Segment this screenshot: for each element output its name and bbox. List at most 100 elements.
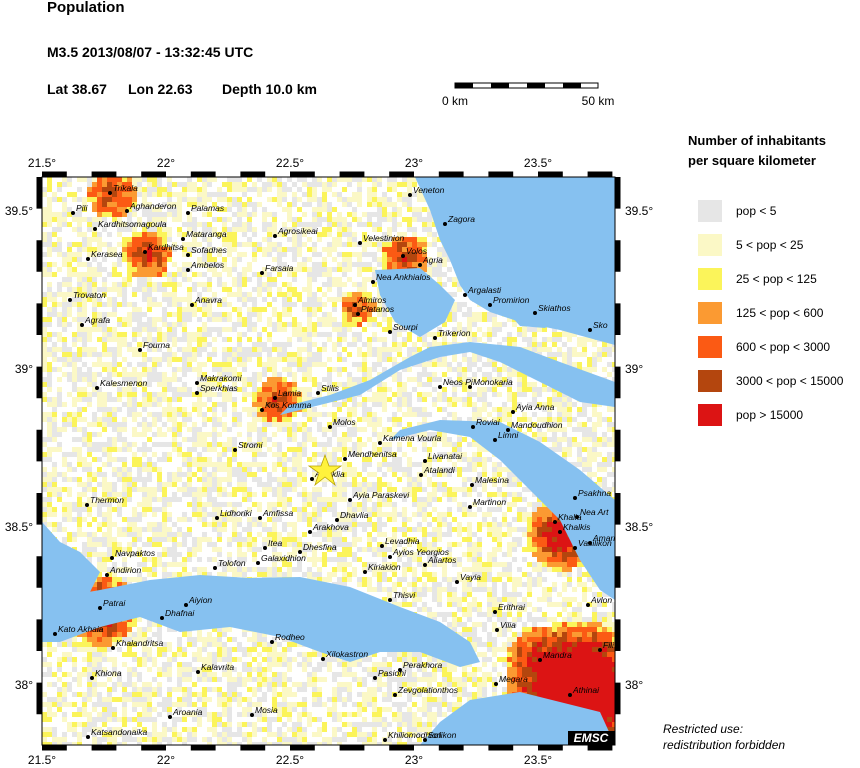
- legend-label: 5 < pop < 25: [736, 238, 804, 252]
- town-label: Nea Art: [580, 507, 609, 517]
- town-label: Almiros: [357, 295, 387, 305]
- town-dot: [98, 606, 102, 610]
- town-dot: [160, 616, 164, 620]
- town-dot: [356, 312, 360, 316]
- town-dot: [588, 328, 592, 332]
- town-dot: [380, 544, 384, 548]
- town-dot: [335, 518, 339, 522]
- town-label: Martinon: [473, 497, 506, 507]
- town-label: Kerasea: [91, 249, 123, 259]
- town-dot: [260, 408, 264, 412]
- town-label: Lamia: [278, 388, 301, 398]
- town-label: Kos Komma: [265, 400, 312, 410]
- town-label: Sourpi: [393, 322, 419, 332]
- town-label: Erithrai: [498, 602, 526, 612]
- town-label: Argalasti: [467, 285, 502, 295]
- town-label: Amfissa: [262, 508, 294, 518]
- town-label: Pili: [76, 203, 88, 213]
- town-dot: [423, 459, 427, 463]
- town-label: Atalandi: [423, 465, 456, 475]
- town-dot: [558, 530, 562, 534]
- town-dot: [443, 222, 447, 226]
- town-dot: [363, 570, 367, 574]
- town-dot: [263, 546, 267, 550]
- town-label: Andirion: [109, 565, 141, 575]
- town-dot: [438, 385, 442, 389]
- town-dot: [468, 385, 472, 389]
- town-dot: [494, 682, 498, 686]
- town-label: Ayia Paraskevi: [352, 490, 410, 500]
- town-dot: [186, 253, 190, 257]
- town-label: Nea Ankhialos: [376, 272, 431, 282]
- town-label: Dhavlia: [340, 510, 369, 520]
- town-dot: [418, 263, 422, 267]
- town-dot: [273, 396, 277, 400]
- town-dot: [568, 693, 572, 697]
- town-label: Mandoudhion: [511, 420, 563, 430]
- town-label: Khiona: [95, 668, 122, 678]
- town-dot: [493, 438, 497, 442]
- town-label: Dhafnai: [165, 608, 195, 618]
- town-label: Thermon: [90, 495, 124, 505]
- legend-label: 3000 < pop < 15000: [736, 374, 844, 388]
- town-label: Megara: [499, 674, 528, 684]
- town-dot: [575, 515, 579, 519]
- lat: Lat 38.67: [47, 81, 107, 97]
- town-label: Neos Pi: [443, 377, 474, 387]
- scale-bar: [454, 82, 599, 89]
- town-label: Lidhoriki: [220, 508, 253, 518]
- town-dot: [588, 541, 592, 545]
- logo-box: [568, 731, 615, 745]
- town-label: Kardhitsa: [148, 242, 184, 252]
- legend-title: Number of inhabitants: [688, 133, 826, 148]
- town-dot: [190, 303, 194, 307]
- legend-label: 25 < pop < 125: [736, 272, 817, 286]
- town-dot: [598, 648, 602, 652]
- town-label: Vasilikon: [578, 538, 612, 548]
- town-dot: [108, 191, 112, 195]
- town-label: Khalkis: [563, 522, 591, 532]
- sea: [42, 177, 615, 745]
- town-dot: [348, 498, 352, 502]
- lon-label: 22.5°: [276, 156, 304, 170]
- town-dot: [401, 254, 405, 258]
- town-dot: [310, 477, 314, 481]
- lon-label: 22°: [157, 156, 175, 170]
- town-dot: [105, 573, 109, 577]
- legend-label: 600 < pop < 3000: [736, 340, 830, 354]
- town-dot: [353, 303, 357, 307]
- frame: [36, 171, 621, 751]
- town-label: Trikerion: [438, 328, 471, 338]
- town-label: Vayia: [460, 572, 481, 582]
- legend-label: pop > 15000: [736, 408, 803, 422]
- lon-label: 23°: [405, 156, 423, 170]
- lon-label: 23°: [405, 753, 423, 767]
- town-dot: [138, 348, 142, 352]
- town-label: Patrai: [103, 598, 126, 608]
- town-dot: [256, 561, 260, 565]
- town-dot: [110, 556, 114, 560]
- town-dot: [373, 676, 377, 680]
- town-label: Ayia Anna: [515, 402, 555, 412]
- town-label: Mendhenitsa: [348, 449, 397, 459]
- town-label: Aliartos: [427, 555, 457, 565]
- town-label: Khalandritsa: [116, 638, 164, 648]
- lon-label: 21.5°: [28, 753, 56, 767]
- town-label: Trikala: [113, 183, 138, 193]
- town-dot: [260, 271, 264, 275]
- town-dot: [111, 646, 115, 650]
- town-dot: [398, 668, 402, 672]
- town-dot: [321, 657, 325, 661]
- town-label: Tolofon: [218, 558, 246, 568]
- town-dot: [186, 211, 190, 215]
- legend-swatch: [698, 404, 722, 426]
- logo: EMSC: [574, 731, 609, 745]
- town-dot: [298, 550, 302, 554]
- town-dot: [168, 715, 172, 719]
- town-dot: [371, 280, 375, 284]
- town-dot: [85, 503, 89, 507]
- lat-label: 38°: [15, 678, 33, 692]
- town-label: Rodheo: [275, 632, 305, 642]
- town-label: Arakhova: [312, 522, 349, 532]
